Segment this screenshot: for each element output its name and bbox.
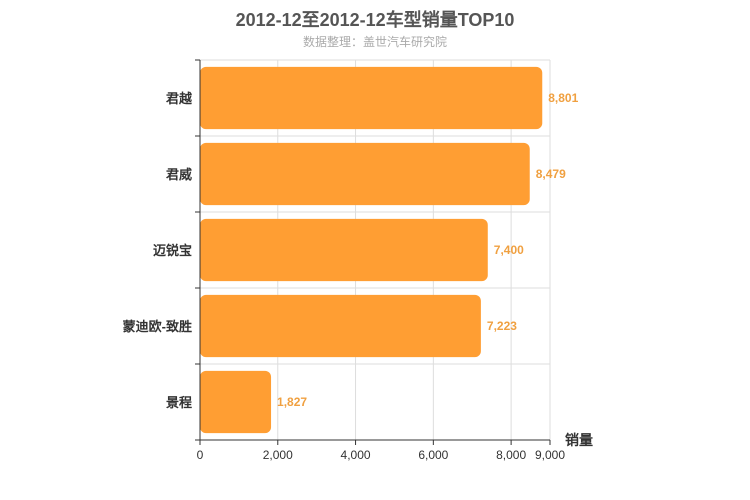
category-label: 迈锐宝: [153, 243, 192, 258]
category-label: 君威: [166, 167, 192, 182]
data-label: 7,400: [494, 243, 524, 257]
data-label: 1,827: [277, 395, 307, 409]
labels: 8,801 君越 8,479 君威 7,400 迈锐宝 7,223 蒙迪欧-致胜 1,827 景程…: [123, 91, 593, 462]
bar: [200, 218, 488, 282]
data-label: 8,479: [536, 167, 566, 181]
category-label: 蒙迪欧-致胜: [123, 319, 192, 334]
bars: [200, 66, 543, 434]
chart-subtitle: 数据整理：盖世汽车研究院: [302, 35, 447, 49]
x-tick-label: 0: [197, 448, 204, 462]
x-tick-label: 2,000: [263, 448, 293, 462]
x-tick-label: 9,000: [535, 448, 565, 462]
axes: [195, 59, 551, 445]
data-label: 7,223: [487, 319, 517, 333]
x-tick-label: 8,000: [496, 448, 526, 462]
category-label: 君越: [166, 91, 193, 106]
bar: [200, 370, 272, 434]
bar: [200, 142, 530, 206]
data-label: 8,801: [548, 91, 578, 105]
category-label: 景程: [166, 395, 192, 410]
x-axis-name: 销量: [565, 432, 593, 448]
x-tick-label: 6,000: [418, 448, 448, 462]
chart-title: 2012-12至2012-12车型销量TOP10: [235, 10, 515, 30]
x-tick-label: 4,000: [341, 448, 371, 462]
bar: [200, 294, 481, 358]
bar: [200, 66, 543, 130]
